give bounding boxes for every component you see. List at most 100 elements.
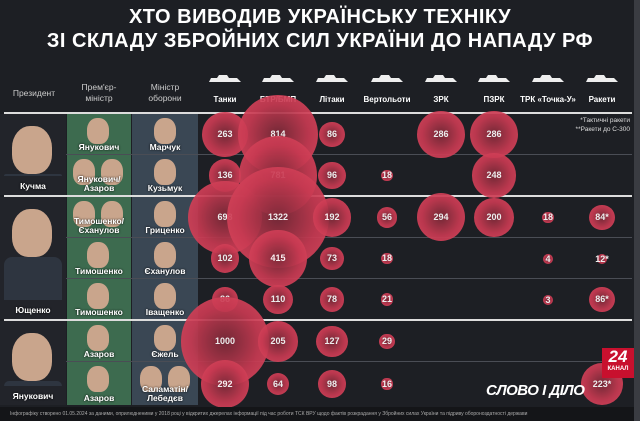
column-header-label: Літаки <box>319 95 345 104</box>
row-divider <box>66 237 632 238</box>
value-label: 84* <box>595 212 609 223</box>
value-bubble: 18 <box>381 169 393 182</box>
pm-cell: Тимошенко <box>67 279 131 319</box>
minister-name: Єханулов <box>144 266 186 276</box>
value-bubble: 73 <box>320 246 344 271</box>
row-divider <box>66 154 632 155</box>
group-separator <box>4 319 632 321</box>
value-label: 223* <box>592 378 612 389</box>
minister-cell: Гриценко <box>132 197 198 237</box>
pm-name: Азаров <box>83 393 115 403</box>
channel-label: КАНАЛ <box>607 366 629 372</box>
president-cell: Янукович <box>0 321 66 405</box>
header-president: Президент <box>12 88 56 98</box>
title-line-1: ХТО ВИВОДИВ УКРАЇНСЬКУ ТЕХНІКУ <box>128 6 512 28</box>
pm-cell: Янукович/ Азаров <box>67 155 131 195</box>
pm-photo <box>73 159 95 185</box>
minister-photo <box>140 366 162 392</box>
value-label: 127 <box>324 336 340 347</box>
pm-cell: Янукович <box>67 114 131 154</box>
column-header-label: Ракети <box>588 95 616 104</box>
value-bubble: 29 <box>379 333 395 350</box>
president-cell: Кучма <box>0 114 66 195</box>
pm-cell: Азаров <box>67 321 131 361</box>
value-label: 286 <box>433 129 449 140</box>
value-label: 814 <box>270 129 286 140</box>
value-label: 18 <box>542 212 553 223</box>
value-label: 73 <box>326 253 337 264</box>
row-divider <box>66 361 632 362</box>
value-label: 200 <box>486 212 502 223</box>
president-name: Кучма <box>20 181 46 191</box>
pm-photo <box>87 366 109 392</box>
note-s300: **Ракети до С-300 <box>575 126 630 133</box>
tochka-icon <box>526 72 570 86</box>
footnotes: *Тактичні ракети **Ракети до С-300 <box>576 116 630 134</box>
value-label: 86 <box>326 129 337 140</box>
value-label: 3 <box>545 294 551 305</box>
pm-photo <box>87 283 109 309</box>
pm-photo <box>87 242 109 268</box>
value-label: 96 <box>326 170 337 181</box>
minister-photo <box>154 325 176 351</box>
header-pm: Прем'єр- міністр <box>81 82 117 103</box>
value-bubble: 78 <box>319 287 345 312</box>
column-header-label: Вертольоти <box>363 95 411 104</box>
pm-name: Азаров <box>83 349 115 359</box>
value-bubble: 84* <box>589 204 615 231</box>
missile-icon <box>580 72 624 86</box>
value-label: 292 <box>217 378 233 389</box>
president-suit <box>4 381 62 386</box>
president-suit <box>4 174 62 176</box>
value-bubble: 415 <box>249 229 307 287</box>
value-label: 1322 <box>267 212 288 223</box>
president-suit <box>4 257 62 300</box>
channel-24-logo: 24 КАНАЛ <box>602 348 634 378</box>
value-label: 286 <box>486 129 502 140</box>
note-tactical: *Тактичні ракети <box>580 117 630 124</box>
value-bubble: 98 <box>318 370 346 398</box>
jet-icon <box>310 72 354 86</box>
minister-photo <box>154 201 176 227</box>
value-label: 78 <box>326 294 337 305</box>
apc-icon <box>256 72 300 86</box>
value-label: 1000 <box>214 336 235 347</box>
value-label: 248 <box>486 170 502 181</box>
pm-name: Янукович/ Азаров <box>77 174 121 193</box>
value-label: 64 <box>272 378 283 389</box>
title-line-2: ЗІ СКЛАДУ ЗБРОЙНИХ СИЛ УКРАЇНИ ДО НАПАДУ… <box>46 30 594 52</box>
minister-photo <box>154 283 176 309</box>
pm-name: Тимошенко <box>75 266 123 276</box>
value-bubble: 4 <box>543 253 553 264</box>
value-label: 21 <box>381 294 392 305</box>
minister-name: Марчук <box>149 142 181 152</box>
value-bubble: 86 <box>319 121 345 148</box>
pm-name: Тимошенко/ Єханулов <box>73 216 125 235</box>
minister-name: Гриценко <box>145 225 185 235</box>
pm-photo <box>73 201 95 227</box>
value-bubble: 292 <box>201 360 249 408</box>
column-header-label: Танки <box>213 95 237 104</box>
minister-photo <box>154 118 176 144</box>
minister-cell: Саламатін/ Лебедєв <box>132 362 198 405</box>
minister-cell: Іващенко <box>132 279 198 319</box>
president-cell: Ющенко <box>0 197 66 319</box>
value-bubble: 3 <box>543 294 553 305</box>
value-label: 4 <box>545 253 551 264</box>
value-bubble: 16 <box>381 378 393 390</box>
value-bubble: 18 <box>542 211 554 224</box>
value-bubble: 96 <box>318 161 346 190</box>
minister-cell: Кузьмук <box>132 155 198 195</box>
column-header-label: ЗРК <box>433 95 449 104</box>
value-label: 698 <box>217 212 233 223</box>
minister-name: Іващенко <box>145 307 185 317</box>
minister-photo <box>168 366 190 392</box>
helicopter-icon <box>365 72 409 86</box>
value-label: 110 <box>270 294 286 305</box>
minister-name: Саламатін/ Лебедєв <box>141 384 189 403</box>
slovo-i-dilo-logo: СЛОВО І ДІЛО <box>486 382 585 399</box>
value-label: 205 <box>270 336 286 347</box>
pm-cell: Азаров <box>67 362 131 405</box>
value-bubble: 86* <box>589 286 615 313</box>
value-label: 263 <box>217 129 233 140</box>
